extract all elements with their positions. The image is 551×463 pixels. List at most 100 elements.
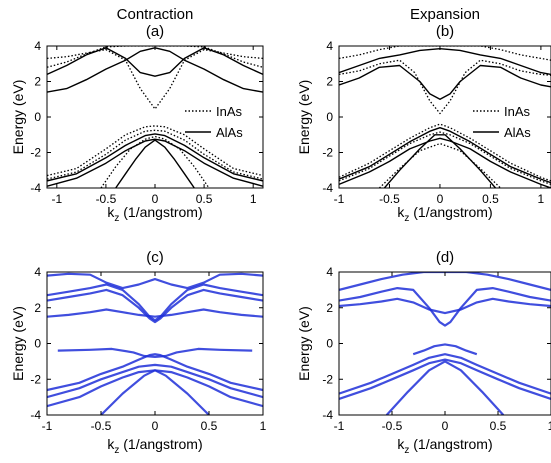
y-tick-label: 2 — [34, 75, 41, 89]
x-tick-label: -1 — [42, 419, 53, 433]
series-line-a-3 — [47, 129, 263, 180]
x-axis-label-unit: (1/angstrom) — [409, 204, 492, 220]
x-tick-label: 1 — [250, 192, 257, 206]
panel-d: (d) -1 -0.5 0 0.5 1 -4 -2 0 2 4 Energy (eV) kz (1/an… — [296, 249, 551, 456]
series-line-c-8 — [100, 369, 210, 415]
series-line-d-6 — [385, 360, 505, 415]
x-tick-label: 1 — [548, 419, 551, 433]
panel-subtitle: (a) — [146, 23, 164, 40]
plot-frame — [46, 271, 264, 416]
x-axis-label-unit: (1/angstrom) — [119, 204, 202, 220]
series-group — [47, 272, 263, 415]
x-axis-label-unit: (1/angstrom) — [119, 436, 202, 452]
y-tick-label: 0 — [326, 110, 333, 124]
x-tick-label: -0.5 — [91, 419, 112, 433]
y-tick-label: 4 — [326, 265, 333, 279]
series-line-a-8 — [47, 138, 263, 187]
series-line-c-1 — [47, 283, 263, 322]
x-tick-label: 1 — [260, 419, 267, 433]
y-tick-label: -2 — [322, 372, 333, 386]
x-axis-label-sub: z — [404, 445, 409, 456]
legend-label-inas: InAs — [504, 104, 531, 119]
series-line-a-0 — [47, 48, 263, 110]
x-axis-label: kz (1/angstrom) — [107, 436, 202, 456]
series-line-d-3 — [412, 343, 478, 356]
panel-subtitle: (d) — [436, 249, 454, 266]
y-tick-label: -4 — [322, 408, 333, 422]
y-tick-label: 0 — [34, 337, 41, 351]
series-line-d-0 — [339, 272, 551, 291]
y-tick-label: -4 — [30, 408, 41, 422]
x-axis-label: kz (1/angstrom) — [397, 436, 492, 456]
panel-b: Expansion(b) -1 -0.5 0 0.5 1 -4 -2 0 2 4 Energy (eV… — [296, 6, 551, 224]
series-line-a-7 — [47, 133, 263, 182]
y-axis-label: Energy (eV) — [10, 80, 26, 155]
series-line-b-5 — [339, 64, 551, 101]
x-axis-label-sub: z — [114, 445, 119, 456]
x-tick-label: 0 — [442, 419, 449, 433]
x-tick-label: -0.5 — [96, 192, 117, 206]
series-line-a-4 — [100, 135, 210, 188]
x-axis-label-unit: (1/angstrom) — [409, 436, 492, 452]
series-group — [339, 272, 551, 415]
y-axis-label: Energy (eV) — [10, 306, 26, 381]
x-axis-label-k: k — [397, 436, 405, 452]
y-tick-label: 0 — [34, 110, 41, 124]
panel-title: Contraction — [117, 6, 194, 23]
x-axis-label-sub: z — [404, 213, 409, 224]
series-line-b-6 — [339, 48, 551, 76]
y-tick-label: -2 — [30, 146, 41, 160]
x-tick-label: 0.5 — [482, 192, 499, 206]
series-line-c-3 — [47, 308, 263, 318]
x-tick-label: 1 — [538, 192, 545, 206]
x-axis-label-k: k — [397, 204, 405, 220]
series-line-b-9 — [383, 134, 497, 188]
series-line-c-0 — [47, 272, 263, 290]
series-line-c-5 — [47, 353, 263, 392]
series-line-a-9 — [115, 139, 195, 188]
y-tick-label: -2 — [30, 372, 41, 386]
legend-label-inas: InAs — [216, 104, 243, 119]
series-line-b-2 — [339, 123, 551, 182]
series-line-d-4 — [339, 353, 551, 395]
series-line-c-2 — [47, 288, 263, 324]
x-tick-label: 0.5 — [196, 192, 213, 206]
x-tick-label: -0.5 — [379, 192, 400, 206]
x-axis-label-k: k — [107, 436, 115, 452]
panel-title: Expansion — [410, 6, 480, 23]
x-tick-label: 0.5 — [201, 419, 218, 433]
x-tick-label: -0.5 — [382, 419, 403, 433]
y-tick-label: 2 — [326, 75, 333, 89]
series-line-b-1 — [339, 46, 551, 61]
x-tick-label: 0 — [437, 192, 444, 206]
x-axis-label-sub: z — [114, 213, 119, 224]
panel-subtitle: (b) — [436, 23, 454, 40]
x-tick-label: 0 — [152, 419, 159, 433]
series-line-c-4 — [57, 347, 253, 358]
y-tick-label: 2 — [326, 301, 333, 315]
panel-subtitle: (c) — [146, 249, 164, 266]
series-line-a-6 — [47, 47, 263, 77]
x-axis-label-k: k — [107, 204, 115, 220]
y-tick-label: 4 — [34, 265, 41, 279]
y-axis-label: Energy (eV) — [296, 306, 312, 381]
series-line-a-2 — [47, 125, 263, 177]
y-tick-label: -4 — [322, 181, 333, 195]
series-line-d-1 — [339, 287, 551, 327]
legend-label-alas: AlAs — [216, 125, 243, 140]
y-tick-label: 0 — [326, 337, 333, 351]
series-line-d-2 — [339, 297, 551, 315]
panel-a: Contraction(a) -1 -0.5 0 0.5 1 -4 -2 0 2 4 Energy (… — [10, 6, 264, 224]
x-tick-label: 0 — [152, 192, 159, 206]
series-line-c-6 — [47, 363, 263, 399]
panel-c: (c) -1 -0.5 0 0.5 1 -4 -2 0 2 4 Energy (eV) kz (1/an… — [10, 249, 267, 456]
series-line-b-4 — [378, 142, 501, 188]
y-tick-label: 4 — [34, 39, 41, 53]
x-tick-label: 0.5 — [490, 419, 507, 433]
y-tick-label: -2 — [322, 146, 333, 160]
y-tick-label: 4 — [326, 39, 333, 53]
x-tick-label: -1 — [334, 419, 345, 433]
legend-label-alas: AlAs — [504, 125, 531, 140]
x-tick-label: -1 — [51, 192, 62, 206]
